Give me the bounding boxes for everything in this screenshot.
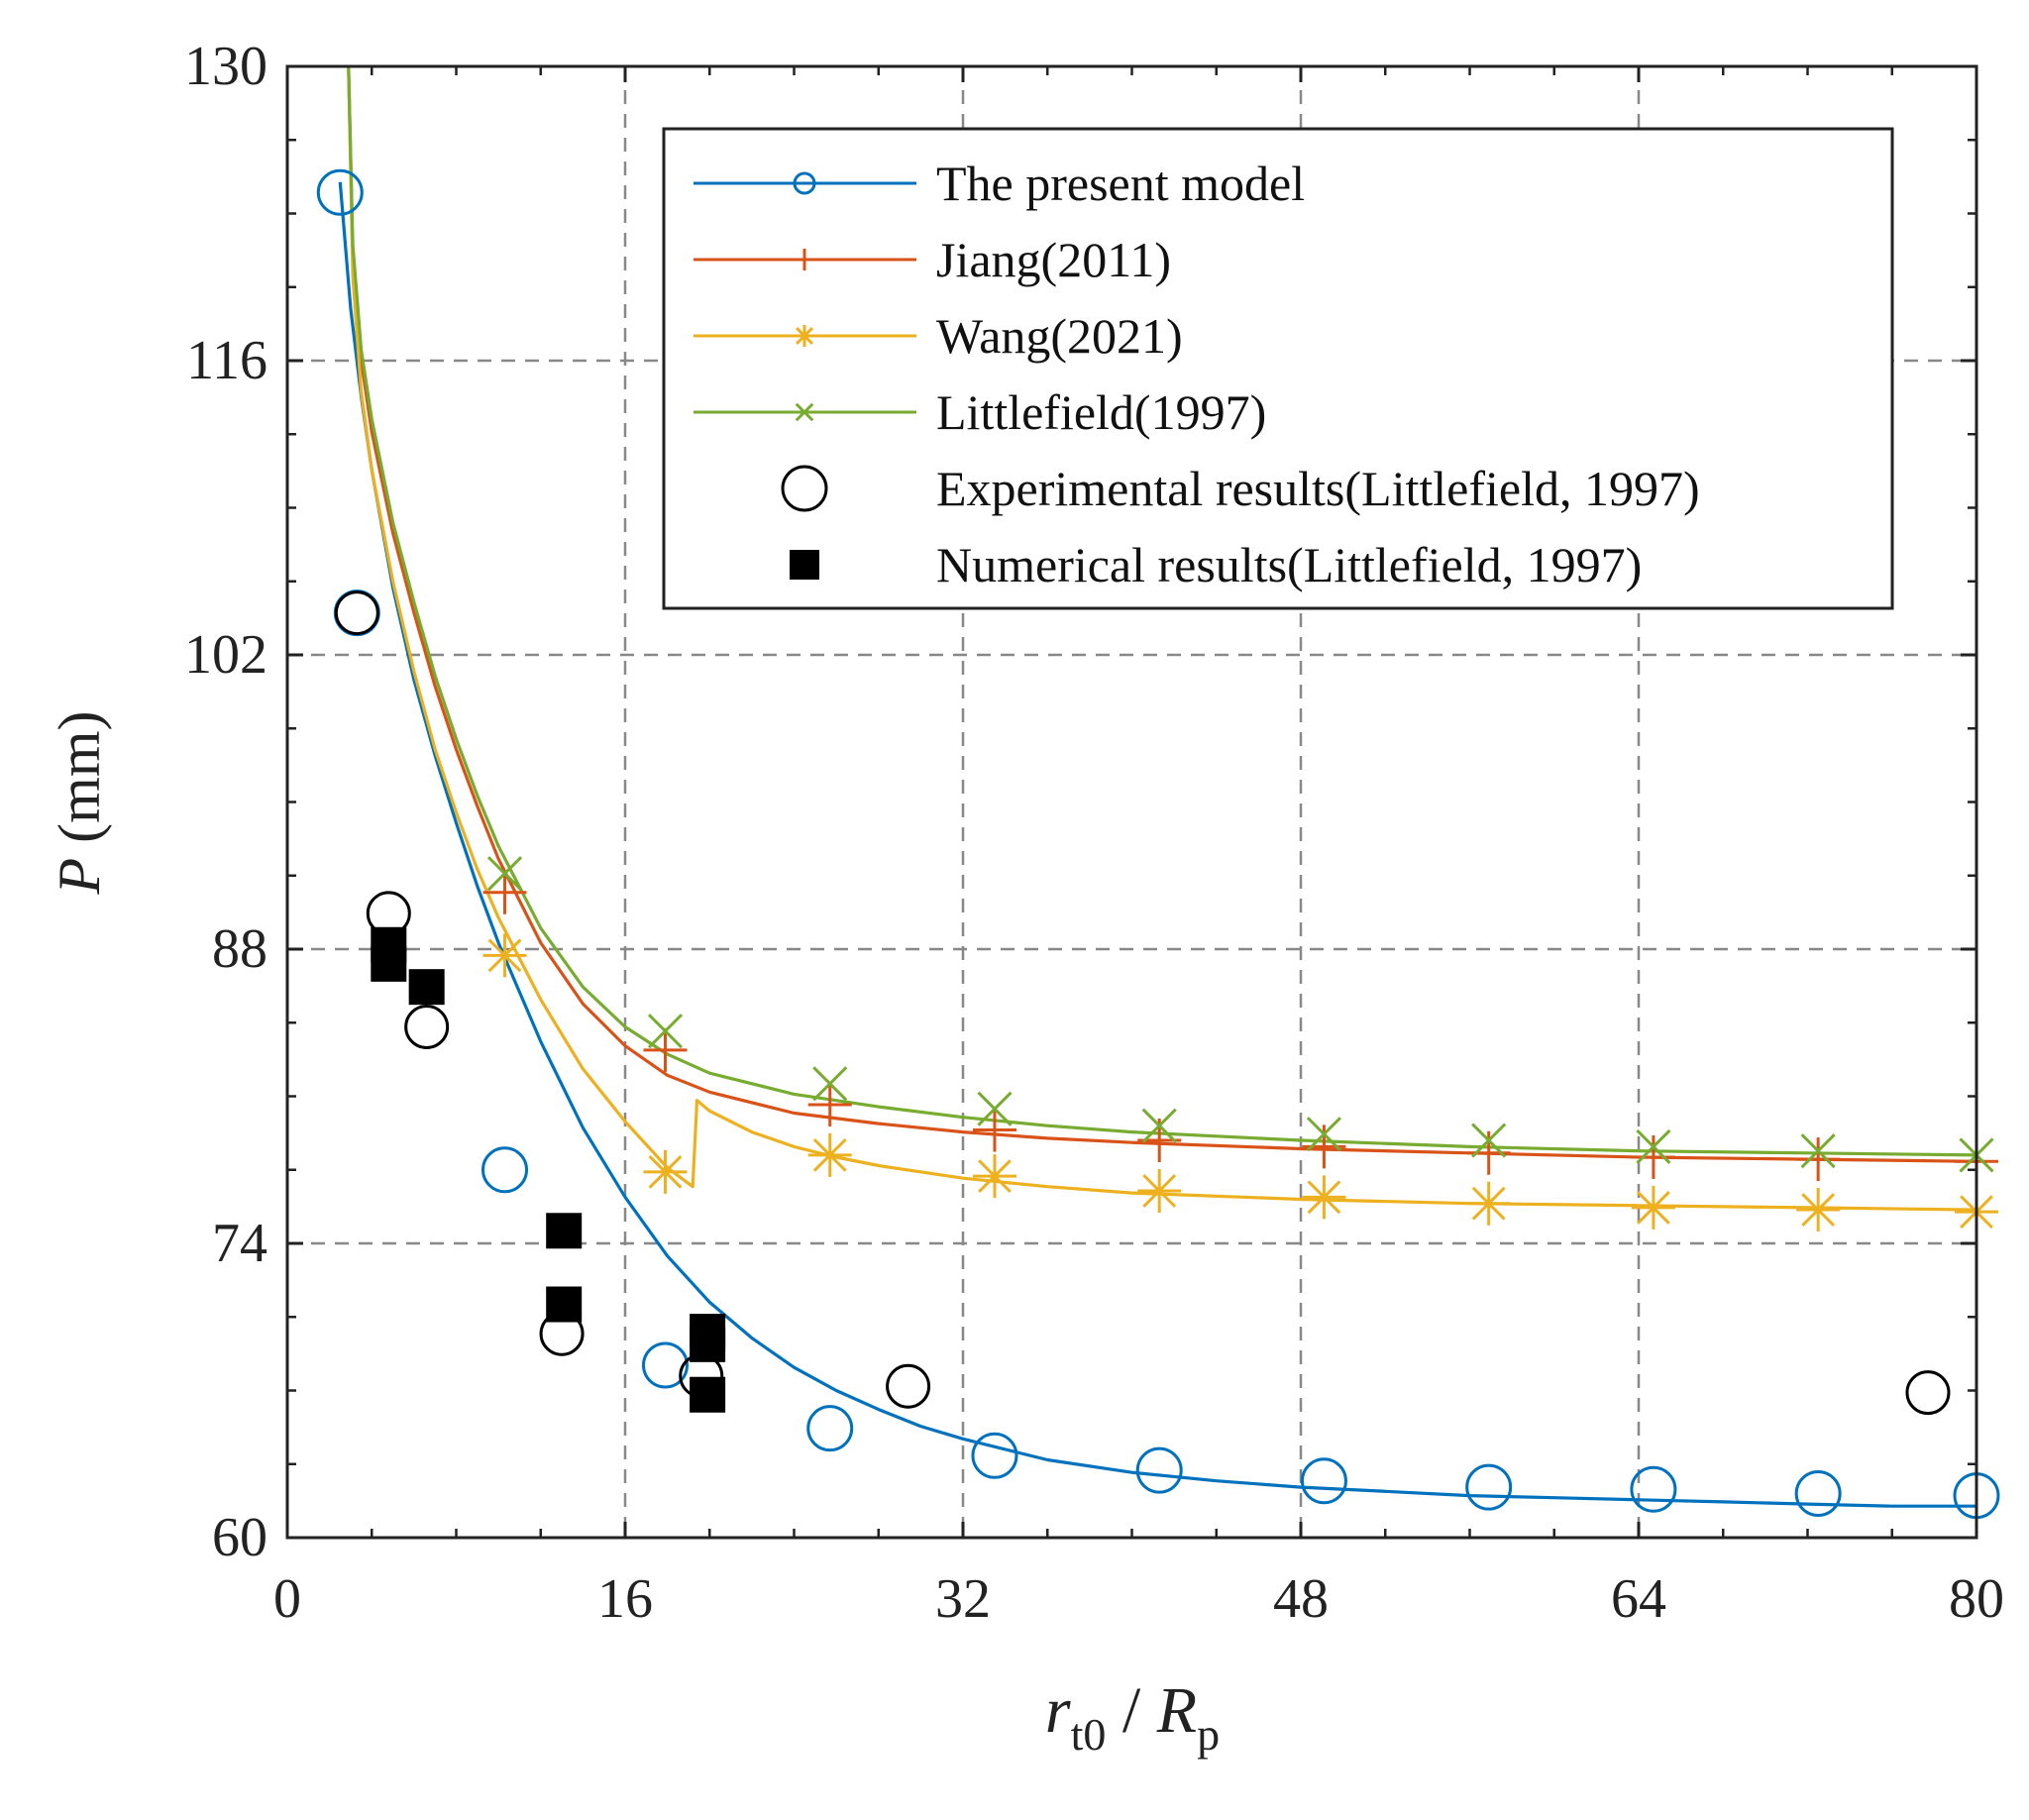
x-tick-label: 80 bbox=[1949, 1568, 2004, 1630]
x-tick-label: 0 bbox=[273, 1568, 301, 1630]
y-tick-label: 74 bbox=[212, 1213, 267, 1274]
y-tick-label: 116 bbox=[186, 330, 267, 391]
series-5-point bbox=[408, 969, 445, 1006]
legend-label: Jiang(2011) bbox=[936, 232, 1171, 287]
series-3-marker bbox=[1141, 1108, 1177, 1143]
series-3-markers bbox=[486, 856, 1994, 1173]
legend-entry: Experimental results(Littlefield, 1997) bbox=[781, 461, 1700, 516]
series-0-marker bbox=[1300, 1457, 1347, 1505]
x-axis-title: rt0 / Rp bbox=[1045, 1674, 1220, 1760]
legend-entry: Wang(2021) bbox=[694, 308, 1183, 364]
series-2-marker bbox=[1466, 1181, 1511, 1226]
legend-marker bbox=[790, 550, 819, 580]
legend-label: The present model bbox=[936, 156, 1305, 211]
series-5-point bbox=[546, 1213, 583, 1249]
series-0-marker bbox=[316, 168, 364, 216]
x-tick-label: 64 bbox=[1611, 1568, 1666, 1630]
series-3-marker bbox=[1306, 1117, 1342, 1152]
legend-entry: Littlefield(1997) bbox=[694, 384, 1266, 440]
series-1-marker bbox=[643, 1027, 688, 1072]
series-0-marker bbox=[641, 1341, 689, 1389]
series-3-marker bbox=[486, 856, 523, 892]
series-2-marker bbox=[972, 1154, 1016, 1199]
series-0-marker bbox=[1630, 1465, 1677, 1513]
y-tick-label: 102 bbox=[184, 624, 267, 686]
x-tick-label: 16 bbox=[597, 1568, 653, 1630]
y-tick-label: 130 bbox=[184, 36, 267, 97]
legend-entry: The present model bbox=[694, 156, 1305, 211]
legend-marker bbox=[793, 171, 816, 195]
y-axis-title-unit: (mm) bbox=[47, 711, 112, 858]
series-3-marker bbox=[812, 1066, 848, 1102]
series-4-point bbox=[334, 590, 379, 636]
series-5-point bbox=[690, 1376, 726, 1413]
series-0-marker bbox=[1794, 1469, 1842, 1517]
x-axis-title-sep: / bbox=[1106, 1674, 1156, 1747]
series-0-marker bbox=[1135, 1446, 1183, 1494]
series-3-marker bbox=[1471, 1123, 1507, 1158]
series-3-marker bbox=[1636, 1128, 1671, 1164]
series-1-marker bbox=[1631, 1135, 1675, 1180]
x-axis-title-main-sub: t0 bbox=[1071, 1709, 1107, 1760]
series-0-line bbox=[338, 181, 1976, 1508]
y-axis-title-var: P bbox=[47, 858, 112, 896]
x-tick-label: 32 bbox=[935, 1568, 991, 1630]
legend-marker bbox=[794, 249, 815, 270]
legend-label: Numerical results(Littlefield, 1997) bbox=[936, 537, 1642, 592]
series-layer bbox=[338, 66, 1976, 1508]
series-4-point bbox=[886, 1363, 931, 1409]
series-2-marker bbox=[1631, 1185, 1675, 1230]
legend-marker bbox=[795, 402, 814, 422]
series-3-marker bbox=[1800, 1133, 1836, 1169]
series-3-line bbox=[347, 66, 1976, 1157]
axis-ticks: 0 16 32 48 64 80 60 74 88 102 116 130 bbox=[184, 36, 2004, 1630]
series-4-point bbox=[404, 1004, 450, 1049]
legend-marker bbox=[781, 465, 828, 512]
series-5-point bbox=[371, 945, 407, 982]
series-1-marker bbox=[1796, 1137, 1841, 1182]
series-2-marker bbox=[643, 1149, 688, 1194]
series-1-marker bbox=[482, 870, 527, 914]
legend-box bbox=[662, 127, 1894, 610]
legend-label: Experimental results(Littlefield, 1997) bbox=[936, 461, 1700, 516]
x-axis-title-second: R bbox=[1156, 1674, 1197, 1747]
y-axis-title: P (mm) bbox=[47, 711, 112, 896]
legend-marker bbox=[794, 325, 815, 347]
legend-entry: Jiang(2011) bbox=[694, 232, 1171, 287]
legend-label: Littlefield(1997) bbox=[936, 384, 1266, 440]
series-0-marker bbox=[481, 1146, 529, 1194]
series-0-marker bbox=[1465, 1463, 1513, 1511]
x-axis-title-main: r bbox=[1045, 1674, 1071, 1747]
series-3-marker bbox=[647, 1014, 684, 1049]
x-axis-title-second-sub: p bbox=[1197, 1709, 1220, 1760]
y-tick-label: 60 bbox=[212, 1507, 267, 1568]
x-tick-label: 48 bbox=[1273, 1568, 1329, 1630]
series-2-marker bbox=[1137, 1168, 1182, 1213]
series-5-point bbox=[690, 1326, 726, 1362]
series-2-marker bbox=[482, 933, 527, 978]
series-2-marker bbox=[1796, 1188, 1841, 1232]
series-4-point bbox=[1905, 1370, 1951, 1416]
legend: The present model Jiang(2011) Wang(2021) Li… bbox=[662, 127, 1894, 610]
legend-entry: Numerical results(Littlefield, 1997) bbox=[790, 537, 1642, 592]
series-2-marker bbox=[807, 1132, 852, 1177]
y-tick-label: 88 bbox=[212, 918, 267, 980]
series-5-points bbox=[371, 926, 726, 1413]
series-3-marker bbox=[977, 1091, 1013, 1126]
series-1-marker bbox=[972, 1108, 1016, 1152]
series-5-point bbox=[546, 1286, 583, 1323]
legend-label: Wang(2021) bbox=[936, 308, 1183, 364]
data-points-layer bbox=[316, 168, 2000, 1520]
series-1-marker bbox=[807, 1082, 852, 1126]
series-1-line bbox=[347, 66, 1976, 1163]
series-0-marker bbox=[806, 1405, 854, 1452]
series-2-line bbox=[347, 66, 1976, 1212]
series-0-marker bbox=[971, 1432, 1018, 1479]
series-2-marker bbox=[1302, 1175, 1346, 1220]
